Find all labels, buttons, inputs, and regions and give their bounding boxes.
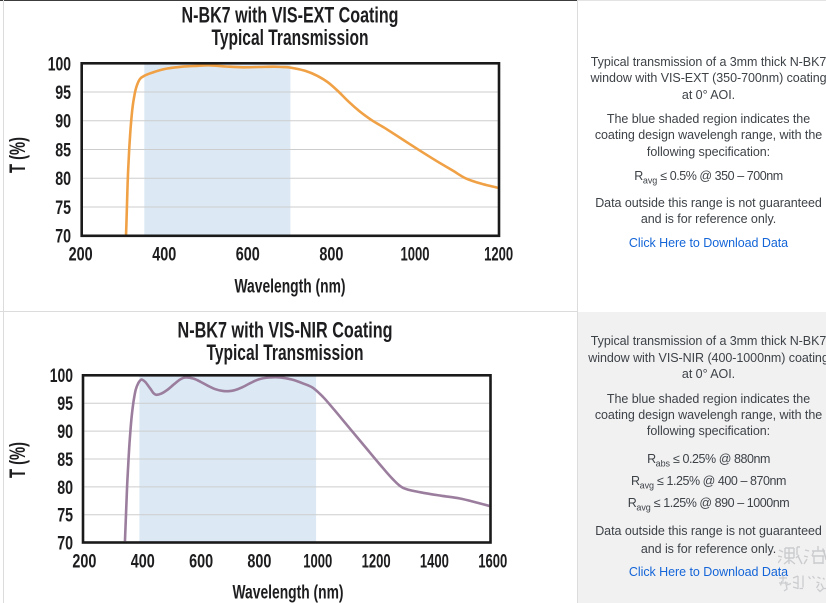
svg-text:400: 400	[152, 245, 176, 266]
svg-text:70: 70	[57, 534, 73, 555]
svg-text:75: 75	[57, 506, 73, 527]
svg-text:95: 95	[57, 394, 73, 415]
svg-text:200: 200	[72, 551, 96, 572]
svg-text:600: 600	[189, 551, 213, 572]
svg-text:95: 95	[55, 83, 71, 104]
svg-text:600: 600	[236, 245, 260, 266]
svg-text:75: 75	[55, 198, 71, 219]
svg-text:N-BK7 with VIS-EXT Coating: N-BK7 with VIS-EXT Coating	[182, 2, 399, 27]
svg-text:N-BK7 with VIS-NIR Coating: N-BK7 with VIS-NIR Coating	[178, 318, 393, 343]
svg-text:T (%): T (%)	[5, 137, 30, 173]
svg-text:90: 90	[55, 112, 71, 133]
svg-text:1000: 1000	[303, 551, 332, 572]
svg-text:85: 85	[55, 140, 71, 161]
svg-text:Wavelength (nm): Wavelength (nm)	[233, 583, 344, 603]
svg-text:100: 100	[50, 366, 73, 387]
svg-text:800: 800	[319, 245, 343, 266]
svg-text:200: 200	[69, 245, 93, 266]
svg-text:1200: 1200	[484, 245, 513, 266]
svg-text:80: 80	[57, 478, 73, 499]
svg-text:800: 800	[247, 551, 271, 572]
svg-text:Typical Transmission: Typical Transmission	[212, 25, 369, 50]
svg-text:90: 90	[57, 422, 73, 443]
svg-text:Wavelength (nm): Wavelength (nm)	[235, 276, 346, 297]
svg-text:1400: 1400	[420, 551, 449, 572]
svg-text:Typical Transmission: Typical Transmission	[207, 340, 364, 365]
svg-text:400: 400	[131, 551, 155, 572]
svg-text:70: 70	[55, 227, 71, 248]
svg-text:100: 100	[48, 54, 71, 75]
svg-text:T (%): T (%)	[5, 442, 30, 478]
svg-text:1200: 1200	[362, 551, 391, 572]
svg-text:1600: 1600	[478, 551, 507, 572]
svg-text:80: 80	[55, 169, 71, 190]
svg-text:85: 85	[57, 450, 73, 471]
svg-text:1000: 1000	[401, 245, 430, 266]
